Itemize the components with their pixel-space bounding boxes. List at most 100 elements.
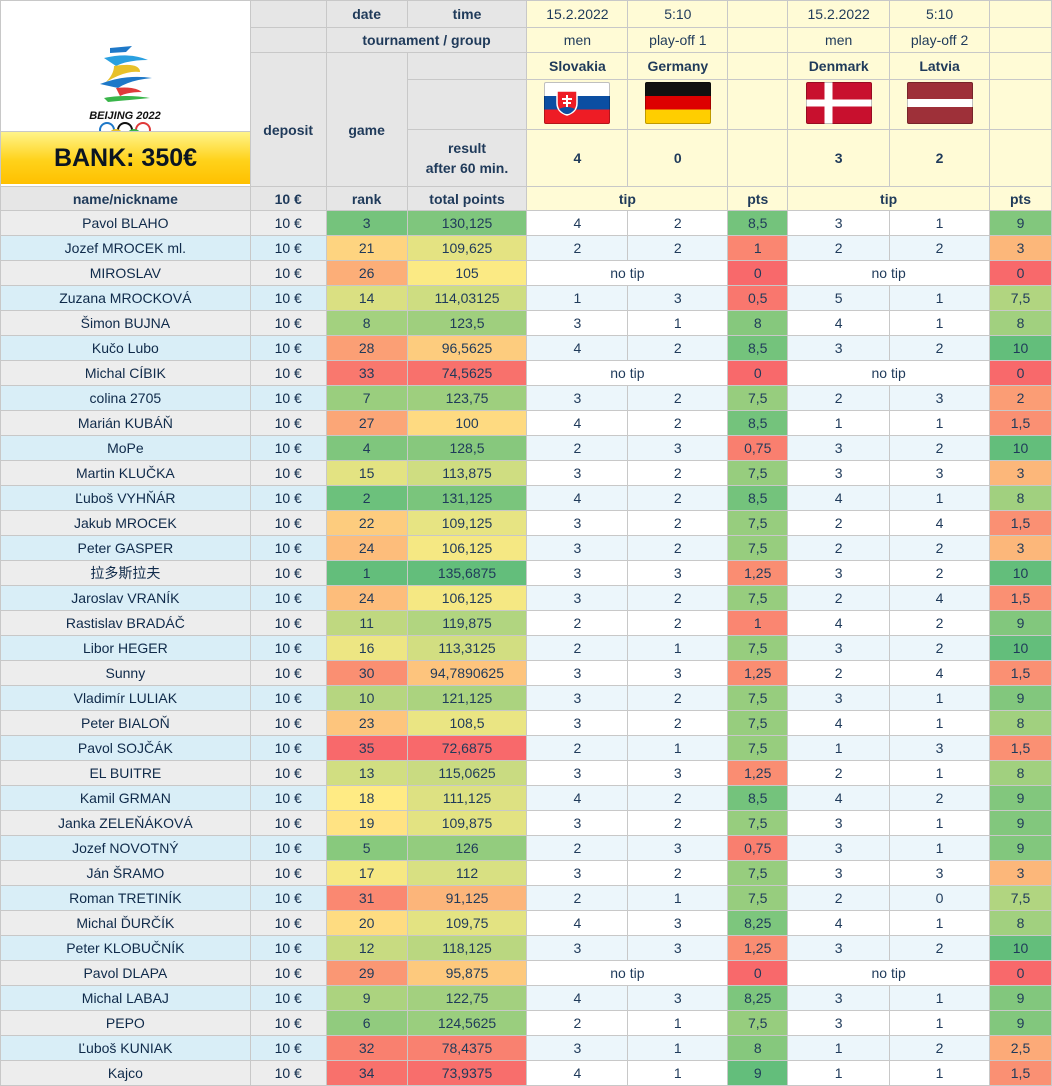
player-total-points: 118,125: [406, 935, 528, 961]
table-row: Pavol BLAHO 10 €3 130,125 4 2 8,5 3 1 9: [0, 210, 1052, 236]
player-rank: 35: [325, 735, 408, 761]
player-deposit: 10 €: [249, 960, 327, 986]
player-total-points: 114,03125: [406, 285, 528, 311]
player-deposit: 10 €: [249, 210, 327, 236]
table-row: Peter BIALOŇ 10 €23 108,5 3 2 7,5 4 1 8: [0, 710, 1052, 736]
table-row: Ľuboš VYHŇÁR 10 €2 131,125 4 2 8,5 4 1 8: [0, 485, 1052, 511]
tip-match2-home: 3: [787, 810, 891, 836]
tip-match2-away: 3: [889, 385, 991, 411]
player-total-points: 109,75: [406, 910, 528, 936]
pts-match2: 10: [989, 635, 1052, 661]
tip-match1-home: 2: [526, 635, 629, 661]
match2-score1: 3: [787, 129, 891, 187]
player-deposit: 10 €: [249, 385, 327, 411]
pts-match2: 9: [989, 985, 1052, 1011]
tip-match2-away: 2: [889, 935, 991, 961]
player-rank: 24: [325, 535, 408, 561]
pts-match2: 3: [989, 235, 1052, 261]
player-rank: 28: [325, 335, 408, 361]
player-rank: 33: [325, 360, 408, 386]
player-deposit: 10 €: [249, 410, 327, 436]
player-total-points: 111,125: [406, 785, 528, 811]
tip-match1-away: 2: [627, 510, 729, 536]
tip-match1-home: 3: [526, 760, 629, 786]
tip-match1-away: 2: [627, 335, 729, 361]
tip-match1-away: 2: [627, 585, 729, 611]
pts-match1: 7,5: [727, 510, 789, 536]
player-total-points: 130,125: [406, 210, 528, 236]
table-row: Libor HEGER 10 €16 113,3125 2 1 7,5 3 2 10: [0, 635, 1052, 661]
pts-match1: 0,75: [727, 435, 789, 461]
player-rank: 30: [325, 660, 408, 686]
tip-match2-away: 2: [889, 235, 991, 261]
pts-match1: 0,75: [727, 835, 789, 861]
player-name: 拉多斯拉夫: [0, 560, 251, 586]
tip-match2-away: 1: [889, 1060, 991, 1086]
player-name: Rastislav BRADÁČ: [0, 610, 251, 636]
tip-match2-away: 2: [889, 535, 991, 561]
tip-match1-away: 2: [627, 610, 729, 636]
player-name: Pavol BLAHO: [0, 210, 251, 236]
tip-match1-away: 2: [627, 535, 729, 561]
player-rank: 15: [325, 460, 408, 486]
tip-match1-home: 2: [526, 435, 629, 461]
tip-match1-home: 4: [526, 985, 629, 1011]
pts-match1: 1,25: [727, 935, 789, 961]
pts-match1: 8: [727, 1035, 789, 1061]
pts-match2: 1,5: [989, 585, 1052, 611]
player-name: Libor HEGER: [0, 635, 251, 661]
column-header-name: name/nickname: [0, 186, 251, 211]
pts-match2: 9: [989, 835, 1052, 861]
pts-match2: 1,5: [989, 410, 1052, 436]
tip-match2-home: 2: [787, 385, 891, 411]
tip-match1-away: 2: [627, 410, 729, 436]
pts-match1: 7,5: [727, 710, 789, 736]
tip-match1-home: 4: [526, 785, 629, 811]
player-total-points: 109,625: [406, 235, 528, 261]
player-deposit: 10 €: [249, 735, 327, 761]
tip-match1-home: 2: [526, 1010, 629, 1036]
tip-match2-home: 1: [787, 410, 891, 436]
tip-match2-home: 2: [787, 885, 891, 911]
player-name: Michal ĎURČÍK: [0, 910, 251, 936]
tip-match1-home: 3: [526, 585, 629, 611]
player-name: Marián KUBÁŇ: [0, 410, 251, 436]
tip-match1-away: 1: [627, 735, 729, 761]
tip-match1-home: 3: [526, 860, 629, 886]
player-total-points: 109,875: [406, 810, 528, 836]
tip-match2-away: 2: [889, 435, 991, 461]
team-latvia: Latvia: [889, 52, 991, 80]
player-rank: 16: [325, 635, 408, 661]
player-rank: 2: [325, 485, 408, 511]
pts-match2: 7,5: [989, 285, 1052, 311]
match1-time: 5:10: [627, 0, 729, 28]
pts-match2: 9: [989, 210, 1052, 236]
player-rank: 5: [325, 835, 408, 861]
pts-match2: 0: [989, 360, 1052, 386]
pts-match2: 2: [989, 385, 1052, 411]
pts-match2: 9: [989, 685, 1052, 711]
column-header-rank: rank: [325, 186, 408, 211]
player-name: Michal LABAJ: [0, 985, 251, 1011]
column-header-total: total points: [406, 186, 528, 211]
table-row: Šimon BUJNA 10 €8 123,5 3 1 8 4 1 8: [0, 310, 1052, 336]
tip-match2-home: 3: [787, 460, 891, 486]
team-germany: Germany: [627, 52, 729, 80]
tip-match2-home: 3: [787, 335, 891, 361]
player-rank: 13: [325, 760, 408, 786]
match1-date: 15.2.2022: [526, 0, 629, 28]
tip-match2-away: 1: [889, 310, 991, 336]
tip-match1-home: 4: [526, 910, 629, 936]
player-deposit: 10 €: [249, 460, 327, 486]
tip-match2-home: 3: [787, 560, 891, 586]
player-rank: 29: [325, 960, 408, 986]
player-total-points: 74,5625: [406, 360, 528, 386]
player-total-points: 119,875: [406, 610, 528, 636]
deposit-label: deposit: [249, 52, 327, 187]
tip-match2-away: 1: [889, 210, 991, 236]
player-rank: 3: [325, 210, 408, 236]
tip-match2-home: 3: [787, 835, 891, 861]
tip-match2-away: 1: [889, 710, 991, 736]
tip-match1-away: 3: [627, 935, 729, 961]
pts-match2: 3: [989, 535, 1052, 561]
